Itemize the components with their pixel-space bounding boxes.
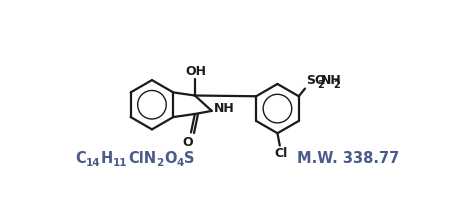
- Text: O: O: [164, 151, 177, 166]
- Text: S: S: [184, 151, 195, 166]
- Text: 11: 11: [113, 157, 128, 167]
- Text: 2: 2: [317, 79, 324, 89]
- Text: Cl: Cl: [274, 147, 287, 160]
- Text: 4: 4: [177, 157, 184, 167]
- Text: O: O: [182, 135, 193, 148]
- Text: NH: NH: [214, 101, 235, 114]
- Text: 14: 14: [86, 157, 101, 167]
- Text: M.W. 338.77: M.W. 338.77: [297, 151, 399, 166]
- Text: SO: SO: [307, 74, 326, 87]
- Text: 2: 2: [157, 157, 164, 167]
- Text: H: H: [101, 151, 113, 166]
- Text: NH: NH: [321, 74, 342, 87]
- Text: C: C: [75, 151, 86, 166]
- Text: OH: OH: [185, 65, 206, 78]
- Text: ClN: ClN: [128, 151, 156, 166]
- Text: 2: 2: [334, 79, 340, 89]
